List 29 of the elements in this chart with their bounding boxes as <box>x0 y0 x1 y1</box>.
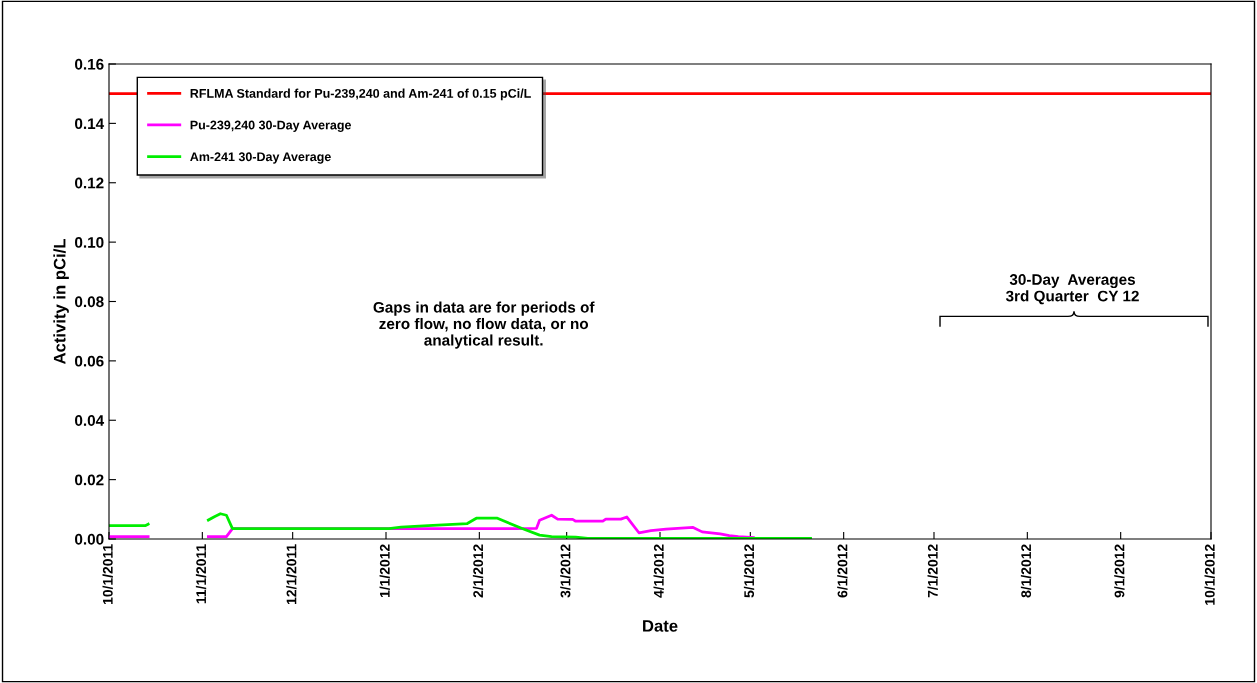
x-tick-label: 10/1/2011 <box>102 544 113 604</box>
y-axis-title: Activity in pCi/L <box>53 239 69 365</box>
x-tick-label: 11/1/2011 <box>195 544 207 604</box>
x-tick-label: 8/1/2012 <box>1020 544 1032 598</box>
y-tick-label: 0.04 <box>75 415 105 426</box>
y-tick-label: 0.10 <box>75 236 104 248</box>
annotation: Gaps in data are for periods of zero flow, no flow data, or no analytical result. <box>373 301 595 349</box>
y-tick-label: 0.00 <box>75 533 104 545</box>
y-tick-label: 0.14 <box>75 118 105 130</box>
annotation: 30-Day Averages 3rd Quarter CY 12 <box>1005 274 1139 305</box>
x-tick-label: 10/1/2012 <box>1204 544 1215 605</box>
y-tick-label: 0.06 <box>75 355 104 367</box>
x-tick-label: 1/1/2012 <box>379 544 390 598</box>
x-axis-title: Date <box>643 620 678 632</box>
x-tick-label: 3/1/2012 <box>560 544 571 598</box>
y-tick-label: 0.02 <box>75 474 104 486</box>
y-tick-label: 0.08 <box>75 296 104 308</box>
legend-label: RFLMA Standard for Pu-239,240 and Am-241 of 0.15 pCi/L <box>190 88 531 101</box>
x-tick-label: 7/1/2012 <box>927 544 938 598</box>
x-tick-label: 4/1/2012 <box>653 544 664 598</box>
x-tick-label: 9/1/2012 <box>1114 544 1125 598</box>
y-tick-label: 0.16 <box>75 58 104 70</box>
y-tick-label: 0.12 <box>75 177 104 189</box>
x-tick-label: 6/1/2012 <box>837 544 848 598</box>
legend-label: Pu-239,240 30-Day Average <box>190 120 352 132</box>
x-tick-label: 2/1/2012 <box>472 544 484 598</box>
x-tick-label: 5/1/2012 <box>743 544 755 598</box>
x-tick-label: 12/1/2011 <box>286 544 297 604</box>
legend-label: Am-241 30-Day Average <box>190 152 331 164</box>
